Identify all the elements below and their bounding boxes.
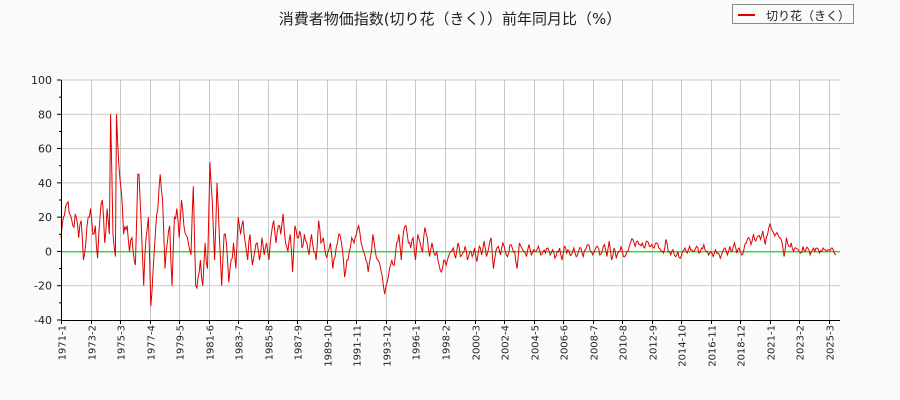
x-tick-label: 2010-8 — [619, 325, 630, 360]
x-tick-label: 1998-2 — [442, 325, 453, 360]
x-tick-label: 1987-9 — [294, 325, 305, 360]
x-tick-label: 1991-11 — [353, 325, 364, 367]
x-tick-label: 1971-1 — [58, 325, 69, 360]
x-tick-label: 2000-3 — [472, 325, 483, 360]
x-axis-labels: 1971-1 1973-2 1975-3 1977-4 1979-5 1981-6 1983… — [58, 325, 837, 367]
axes — [57, 79, 840, 324]
x-tick-label: 1989-10 — [324, 325, 335, 367]
x-tick-label: 2006-6 — [560, 325, 571, 360]
x-tick-label: 1985-8 — [265, 325, 276, 360]
x-tick-label: 2023-2 — [796, 325, 807, 360]
chart-title: 消費者物価指数(切り花（きく））前年同月比（%） — [278, 10, 622, 28]
legend-swatch-icon — [738, 14, 755, 16]
legend: 切り花（きく） — [732, 4, 854, 24]
x-tick-label: 2014-10 — [678, 325, 689, 367]
y-tick-label: 40 — [38, 177, 52, 190]
y-tick-label: 60 — [38, 143, 52, 156]
x-tick-label: 1993-12 — [383, 325, 394, 367]
x-tick-label: 2004-5 — [531, 325, 542, 360]
legend-label: 切り花（きく） — [766, 9, 851, 23]
grid-lines — [61, 79, 840, 320]
x-tick-label: 1977-4 — [147, 325, 158, 360]
y-tick-label: 20 — [38, 211, 52, 224]
x-tick-label: 1975-3 — [117, 325, 128, 360]
x-tick-label: 2025-3 — [826, 325, 837, 360]
plot-area — [61, 80, 840, 320]
x-tick-label: 1981-6 — [206, 325, 217, 360]
x-tick-label: 1979-5 — [176, 325, 187, 360]
y-axis-labels: -40 -20 0 20 40 60 80 100 — [31, 74, 52, 327]
x-tick-label: 2018-12 — [737, 325, 748, 367]
y-tick-label: 100 — [31, 74, 52, 87]
x-tick-label: 2002-4 — [501, 325, 512, 360]
x-tick-label: 2008-7 — [590, 325, 601, 360]
x-tick-label: 2016-11 — [708, 325, 719, 367]
y-tick-label: 80 — [38, 108, 52, 121]
x-tick-label: 2012-9 — [649, 325, 660, 360]
x-tick-label: 2021-1 — [767, 325, 778, 360]
x-tick-label: 1996-1 — [412, 325, 423, 360]
y-tick-label: -20 — [34, 280, 52, 293]
series-line-kiku — [60, 114, 837, 307]
y-tick-label: -40 — [34, 314, 52, 327]
y-tick-label: 0 — [45, 245, 52, 258]
x-tick-label: 1973-2 — [88, 325, 99, 360]
x-tick-label: 1983-7 — [235, 325, 246, 360]
